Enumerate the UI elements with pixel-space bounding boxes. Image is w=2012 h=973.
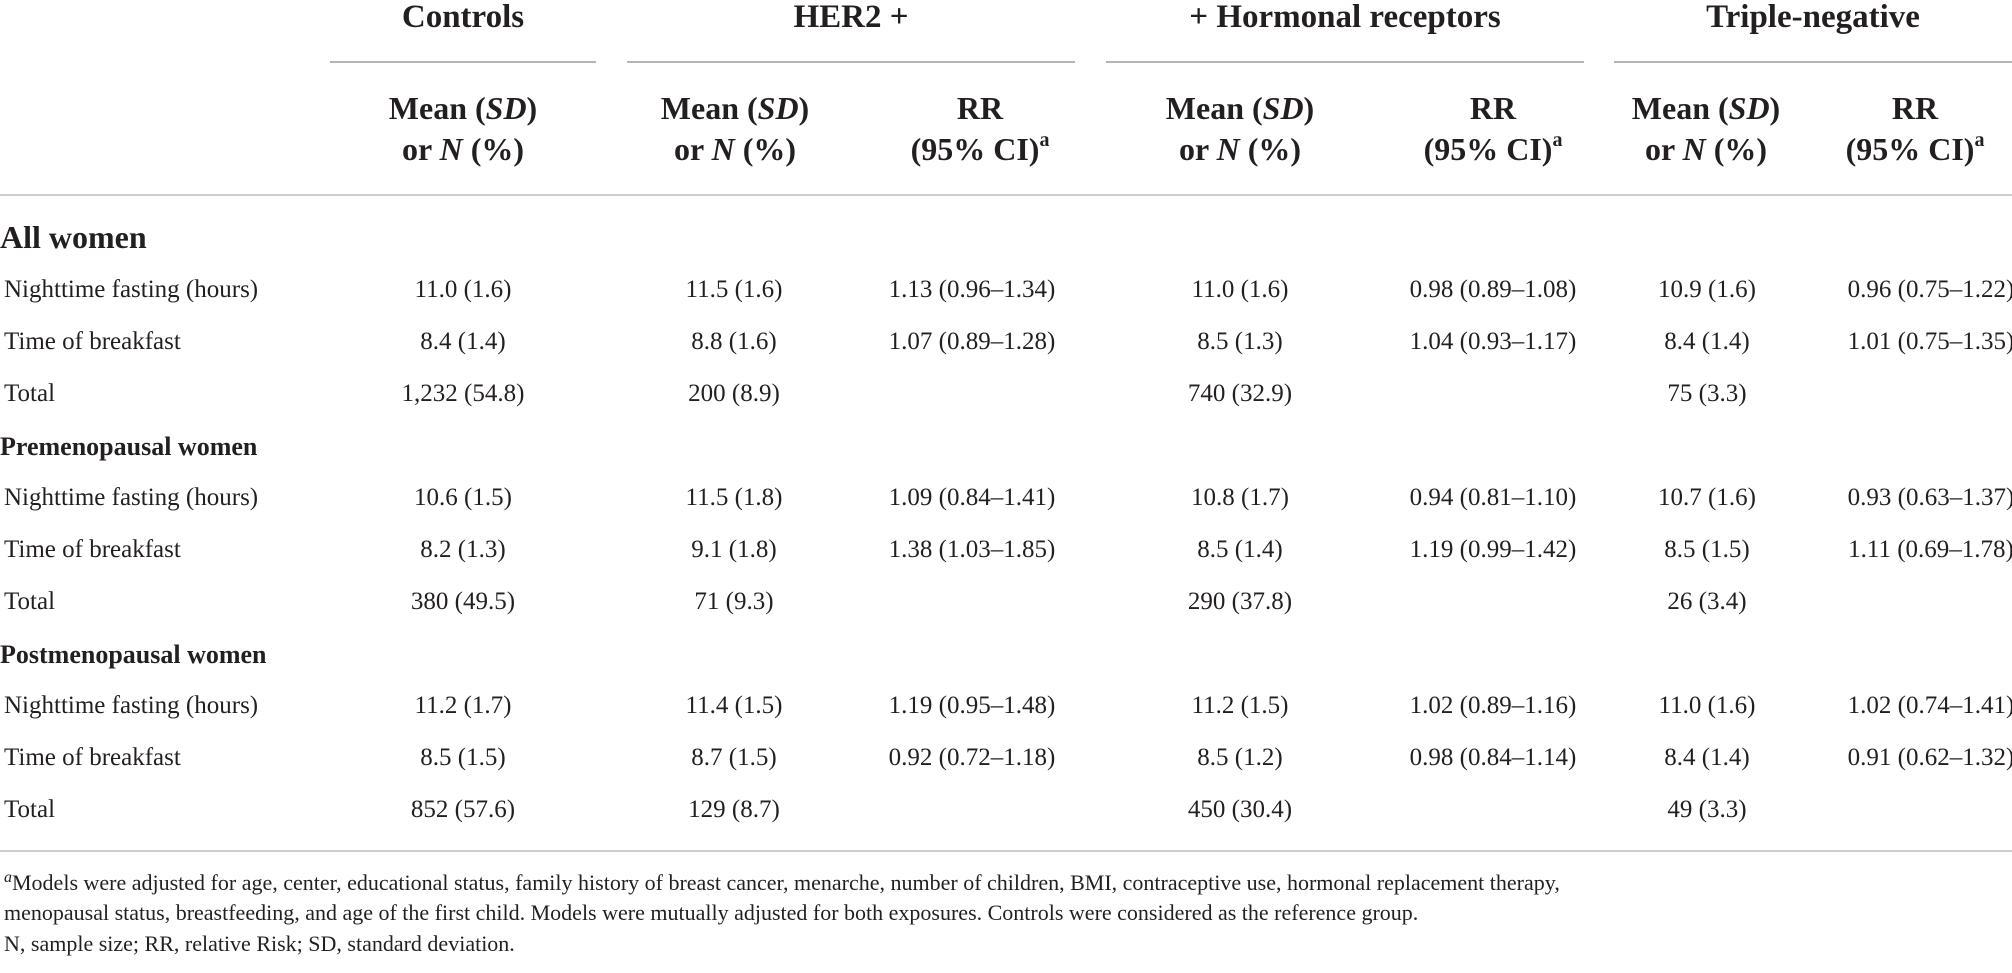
cell-her2-rr: 1.07 (0.89–1.28): [888, 328, 1056, 355]
cell-her2-rr: 1.19 (0.95–1.48): [888, 692, 1056, 719]
cell-hr-rr: 1.19 (0.99–1.42): [1409, 536, 1577, 563]
cell-tn-mean: 10.7 (1.6): [1658, 484, 1756, 511]
subheader-controls-mean: Mean (SD) or N (%): [388, 90, 538, 167]
cell-controls: 852 (57.6): [410, 796, 516, 823]
cell-tn-mean: 49 (3.3): [1667, 796, 1747, 823]
cell-her2-mean: 8.7 (1.5): [691, 744, 777, 771]
cell-her2-mean: 8.8 (1.6): [691, 328, 777, 355]
cell-her2-rr: 0.92 (0.72–1.18): [888, 744, 1056, 771]
section-premenopausal-women: Premenopausal women: [0, 432, 258, 461]
cell-hr-mean: 740 (32.9): [1187, 380, 1293, 407]
cell-tn-rr: 0.96 (0.75–1.22): [1847, 276, 2012, 303]
row-label: Time of breakfast: [4, 536, 181, 563]
subheader-triple-mean: Mean (SD) or N (%): [1631, 90, 1781, 167]
cell-her2-rr: 1.38 (1.03–1.85): [888, 536, 1056, 563]
cell-her2-mean: 71 (9.3): [694, 588, 774, 615]
cell-tn-rr: 1.02 (0.74–1.41): [1847, 692, 2012, 719]
cell-tn-mean: 8.5 (1.5): [1664, 536, 1750, 563]
header-triple-negative: Triple-negative: [1706, 0, 1920, 35]
row-label: Time of breakfast: [4, 744, 181, 771]
group-rule-hormonal: [1106, 61, 1584, 63]
cell-hr-mean: 10.8 (1.7): [1191, 484, 1289, 511]
row-label: Total: [4, 796, 56, 823]
subheader-her2-mean: Mean (SD) or N (%): [660, 90, 810, 167]
footnote-marker: a: [4, 869, 12, 886]
cell-tn-rr: 0.93 (0.63–1.37): [1847, 484, 2012, 511]
cell-her2-rr: 1.13 (0.96–1.34): [888, 276, 1056, 303]
cell-controls: 11.0 (1.6): [414, 276, 512, 303]
cell-controls: 380 (49.5): [410, 588, 516, 615]
cell-hr-mean: 290 (37.8): [1187, 588, 1293, 615]
group-rule-triple: [1614, 61, 2012, 63]
cell-tn-mean: 8.4 (1.4): [1664, 744, 1750, 771]
section-postmenopausal-women: Postmenopausal women: [0, 640, 267, 669]
cell-tn-mean: 10.9 (1.6): [1658, 276, 1756, 303]
subheader-hormonal-rr: RR (95% CI)a: [1423, 90, 1563, 167]
cell-hr-mean: 11.2 (1.5): [1191, 692, 1289, 719]
footnote-abbreviations: N, sample size; RR, relative Risk; SD, s…: [4, 931, 515, 956]
cell-tn-rr: 1.11 (0.69–1.78): [1848, 536, 2012, 563]
header-controls: Controls: [401, 0, 525, 35]
row-label: Nighttime fasting (hours): [4, 276, 259, 303]
cell-hr-rr: 0.94 (0.81–1.10): [1409, 484, 1577, 511]
cell-hr-mean: 8.5 (1.3): [1197, 328, 1283, 355]
cell-tn-mean: 8.4 (1.4): [1664, 328, 1750, 355]
cell-tn-mean: 75 (3.3): [1667, 380, 1747, 407]
cell-controls: 8.4 (1.4): [420, 328, 506, 355]
cell-tn-rr: 0.91 (0.62–1.32): [1847, 744, 2012, 771]
header-her2: HER2 +: [793, 0, 909, 35]
subheader-hormonal-mean: Mean (SD) or N (%): [1165, 90, 1315, 167]
cell-hr-rr: 1.02 (0.89–1.16): [1409, 692, 1577, 719]
cell-hr-mean: 11.0 (1.6): [1191, 276, 1289, 303]
table-bottom-rule: [0, 850, 2012, 852]
row-label: Time of breakfast: [4, 328, 181, 355]
cell-tn-mean: 26 (3.4): [1667, 588, 1747, 615]
group-rule-controls: [330, 61, 596, 63]
subheader-triple-rr: RR (95% CI)a: [1845, 90, 1985, 167]
cell-her2-mean: 9.1 (1.8): [691, 536, 777, 563]
row-label: Nighttime fasting (hours): [4, 484, 259, 511]
group-rule-her2: [627, 61, 1075, 63]
row-label: Nighttime fasting (hours): [4, 692, 259, 719]
header-bottom-rule: [0, 194, 2012, 196]
cell-her2-mean: 11.4 (1.5): [685, 692, 783, 719]
section-all-women: All women: [0, 219, 147, 255]
cell-her2-mean: 129 (8.7): [688, 796, 780, 823]
cell-controls: 8.2 (1.3): [420, 536, 506, 563]
footnote-models: aModels were adjusted for age, center, e…: [4, 869, 1560, 926]
cell-controls: 11.2 (1.7): [414, 692, 512, 719]
cell-her2-rr: 1.09 (0.84–1.41): [888, 484, 1056, 511]
cell-hr-mean: 8.5 (1.2): [1197, 744, 1283, 771]
cell-controls: 8.5 (1.5): [420, 744, 506, 771]
cell-tn-rr: 1.01 (0.75–1.35): [1847, 328, 2012, 355]
cell-her2-mean: 200 (8.9): [688, 380, 780, 407]
cell-hr-rr: 0.98 (0.89–1.08): [1409, 276, 1577, 303]
row-label: Total: [4, 588, 56, 615]
cell-tn-mean: 11.0 (1.6): [1658, 692, 1756, 719]
cell-controls: 10.6 (1.5): [414, 484, 512, 511]
cell-hr-rr: 0.98 (0.84–1.14): [1409, 744, 1577, 771]
cell-her2-mean: 11.5 (1.8): [685, 484, 783, 511]
subheader-her2-rr: RR (95% CI)a: [910, 90, 1050, 167]
cell-hr-mean: 8.5 (1.4): [1197, 536, 1283, 563]
cell-hr-rr: 1.04 (0.93–1.17): [1409, 328, 1577, 355]
header-hormonal-receptors: + Hormonal receptors: [1189, 0, 1501, 35]
row-label: Total: [4, 380, 56, 407]
cell-hr-mean: 450 (30.4): [1187, 796, 1293, 823]
cell-her2-mean: 11.5 (1.6): [685, 276, 783, 303]
cell-controls: 1,232 (54.8): [401, 380, 525, 407]
